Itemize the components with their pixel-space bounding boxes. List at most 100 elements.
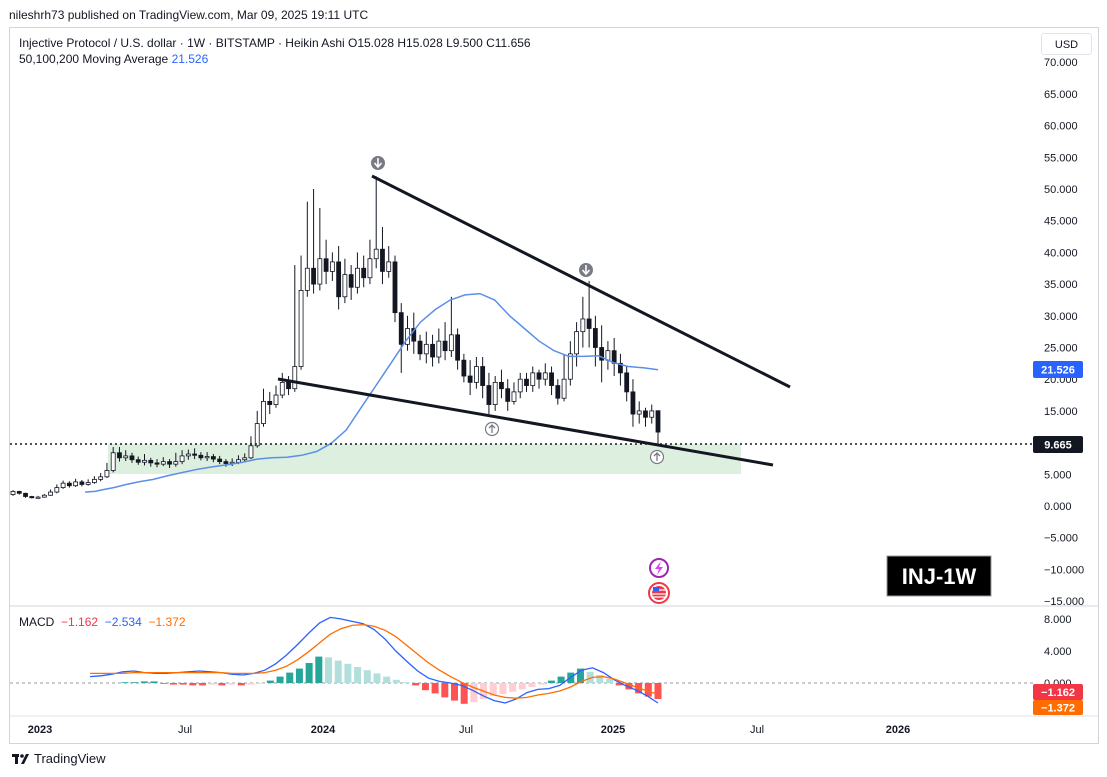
macd-histogram-bar [276, 676, 284, 683]
candle-body [524, 378, 529, 386]
macd-histogram-bar [644, 683, 652, 697]
candle-body [655, 410, 661, 433]
candle-body [311, 267, 316, 285]
macd-histogram-bar [431, 683, 439, 694]
candle-body [48, 491, 53, 496]
macd-histogram-bar [160, 683, 168, 684]
symbol-badge: INJ-1W [886, 555, 992, 597]
candle-body [411, 328, 417, 342]
macd-histogram-bar [576, 668, 584, 683]
candle-body [329, 261, 335, 272]
candle-body [486, 385, 492, 405]
macd-histogram-bar [606, 679, 614, 683]
price-tick-label: −15.000 [1044, 596, 1084, 608]
price-tick-label: 65.000 [1044, 89, 1078, 101]
upper-trendline [371, 174, 791, 389]
last-price-label: 9.665 [1033, 436, 1083, 453]
price-tick-label: 15.000 [1044, 406, 1078, 418]
svg-text:−1.372: −1.372 [1041, 703, 1075, 715]
macd-histogram-bar [402, 682, 410, 683]
candle-body [142, 459, 147, 463]
price-axis[interactable]: 70.000 65.000 60.000 55.000 50.000 45.000 40.0… [1044, 57, 1084, 608]
macd-histogram-bar [509, 683, 517, 692]
macd-value-1: −1.162 [61, 615, 99, 629]
candle-body [79, 481, 85, 485]
candle-body [574, 331, 579, 355]
lower-trendline [277, 377, 774, 467]
candle-body [361, 267, 367, 279]
candle-body [304, 267, 310, 291]
candle-body [92, 478, 97, 483]
macd-histogram-bar [286, 672, 294, 683]
macd-histogram-bar [325, 657, 333, 683]
macd-histogram-bar [179, 683, 187, 685]
macd-histogram-bar [218, 683, 226, 686]
macd-histogram-bar [615, 683, 623, 686]
moving-average-line [84, 292, 659, 493]
legend-symbol-row: Injective Protocol / U.S. dollar · 1W · … [19, 35, 531, 51]
macd-histogram-bar [228, 683, 236, 685]
candle-body [179, 455, 185, 463]
macd-histogram-bar [344, 663, 352, 683]
time-tick-label: 2025 [601, 724, 625, 736]
candle-body [499, 381, 504, 390]
macd-line [89, 616, 659, 704]
demand-zone [108, 444, 741, 474]
candle-body [355, 267, 360, 288]
macd-histogram-bar [305, 663, 313, 683]
macd-histogram-bar [208, 683, 216, 685]
ma-value: 21.526 [171, 52, 209, 66]
candle-body [492, 381, 498, 405]
macd-histogram-bar [392, 679, 400, 683]
signal-line [90, 623, 659, 699]
us-flag-event-icon[interactable] [648, 582, 670, 604]
macd-histogram-bar [441, 683, 449, 698]
macd-histogram-bar [596, 675, 604, 683]
candle-body [123, 455, 129, 459]
candle-body [323, 258, 329, 272]
candle-body [342, 274, 348, 298]
candle-body [292, 366, 298, 390]
candle-body [530, 372, 536, 386]
candle-body [85, 482, 91, 485]
candle-body [348, 274, 354, 288]
currency-button[interactable]: USD [1041, 33, 1092, 55]
candle-body [618, 362, 623, 374]
candle-body [261, 400, 266, 424]
candle-body [567, 353, 573, 380]
macd-histogram-bar [199, 683, 207, 686]
candle-body [273, 394, 279, 405]
candle-body [536, 372, 542, 380]
down-arrow-icon [371, 156, 385, 170]
signal-price-label: −1.372 [1033, 700, 1083, 715]
candle-body [167, 461, 172, 465]
price-tick-label: 35.000 [1044, 279, 1078, 291]
candle-body [35, 496, 41, 499]
candle-body [467, 375, 473, 383]
macd-histogram-bar [654, 683, 662, 699]
candle-body [373, 248, 379, 260]
macd-histogram-bar [547, 680, 555, 683]
macd-histogram-bar [334, 660, 342, 683]
macd-histogram-bar [257, 683, 265, 684]
macd-legend: MACD −1.162 −2.534 −1.372 [19, 615, 186, 629]
candle-body [549, 372, 554, 386]
candle-body [154, 462, 160, 465]
svg-text:INJ-1W: INJ-1W [902, 564, 977, 589]
time-axis[interactable]: 2023 Jul 2024 Jul 2025 Jul 2026 [28, 724, 910, 736]
macd-histogram-bar [557, 676, 565, 683]
candle-body [505, 388, 511, 402]
candle-body [10, 491, 16, 495]
candle-body [60, 482, 66, 489]
candle-body [586, 318, 592, 329]
macd-histogram-bar [460, 683, 468, 704]
lightning-event-icon[interactable] [649, 558, 669, 578]
candle-body [649, 410, 655, 418]
macd-tick-label: 8.000 [1044, 614, 1072, 626]
macd-histogram-bar [140, 681, 148, 683]
candle-body [236, 459, 241, 463]
candle-body [173, 461, 179, 465]
macd-histogram [121, 656, 662, 704]
